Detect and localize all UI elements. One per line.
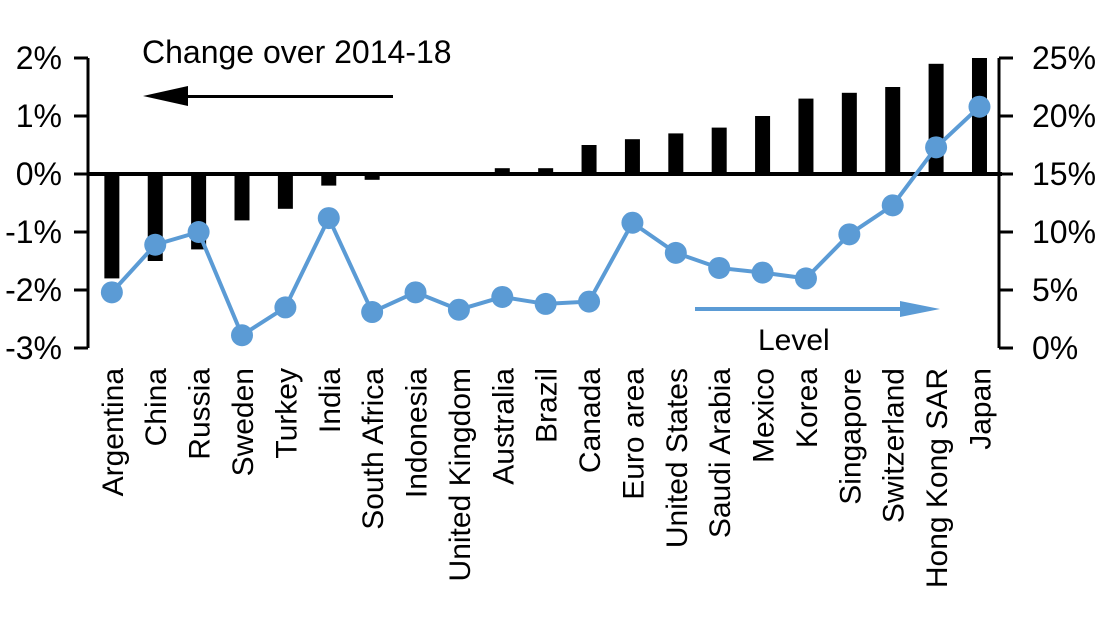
x-axis-label-saudi-arabia: Saudi Arabia <box>704 368 737 538</box>
level-marker-Turkey <box>274 296 297 319</box>
x-axis-label-canada: Canada <box>574 368 607 473</box>
bar-Switzerland <box>885 87 901 174</box>
x-axis-label-india: India <box>314 368 347 433</box>
right-axis-tick-label: 5% <box>1032 272 1078 308</box>
level-marker-China <box>144 233 167 256</box>
x-axis-label-south-africa: South Africa <box>357 368 390 530</box>
bar-Saudi Arabia <box>711 127 727 174</box>
bar-Mexico <box>755 116 771 174</box>
right-arrow-icon <box>900 301 940 317</box>
x-axis-label-argentina: Argentina <box>97 368 130 497</box>
left-axis-tick-label: 1% <box>16 98 62 134</box>
x-axis-label-united-kingdom: United Kingdom <box>444 368 477 581</box>
level-marker-United States <box>664 241 687 264</box>
x-axis-label-sweden: Sweden <box>227 368 260 476</box>
level-marker-Switzerland <box>881 194 904 217</box>
right-arrow-line <box>695 307 902 311</box>
line-series-title: Level <box>758 324 830 357</box>
x-axis-label-russia: Russia <box>184 368 217 460</box>
bar-Korea <box>798 98 814 174</box>
bar-Brazil <box>538 168 554 174</box>
level-marker-South Africa <box>361 301 384 324</box>
left-axis-tick-label: 2% <box>16 40 62 76</box>
x-axis-label-hong-kong-sar: Hong Kong SAR <box>921 368 954 588</box>
level-marker-Japan <box>968 95 991 118</box>
x-axis-label-turkey: Turkey <box>270 368 303 459</box>
level-marker-Brazil <box>534 292 557 315</box>
level-marker-Canada <box>578 290 601 313</box>
level-marker-Indonesia <box>404 281 427 304</box>
bar-Sweden <box>234 174 250 221</box>
bar-Canada <box>581 145 597 174</box>
x-axis-label-korea: Korea <box>791 368 824 448</box>
left-arrow-icon <box>143 86 188 106</box>
left-axis-tick-label: -1% <box>5 214 62 250</box>
bar-Singapore <box>841 92 857 174</box>
level-marker-Sweden <box>231 324 254 347</box>
bar-Argentina <box>104 174 120 279</box>
level-marker-India <box>317 207 340 230</box>
bar-United States <box>668 133 684 174</box>
level-marker-Russia <box>187 221 210 243</box>
bar-Turkey <box>277 174 293 209</box>
level-marker-Australia <box>491 285 514 308</box>
bar-series-title: Change over 2014-18 <box>142 34 452 70</box>
bar-India <box>321 174 337 186</box>
left-axis-tick-label: -2% <box>5 272 62 308</box>
x-axis-label-australia: Australia <box>487 368 520 485</box>
x-axis-label-brazil: Brazil <box>531 368 564 443</box>
level-marker-Saudi Arabia <box>708 256 731 279</box>
level-marker-Hong Kong SAR <box>925 136 948 159</box>
right-axis-tick-label: 10% <box>1032 214 1096 250</box>
x-axis-label-japan: Japan <box>964 368 997 450</box>
x-axis-label-switzerland: Switzerland <box>878 368 911 523</box>
level-marker-Singapore <box>838 223 861 246</box>
right-axis-tick-label: 15% <box>1032 156 1096 192</box>
left-arrow-line <box>184 95 393 98</box>
left-axis-tick-label: -3% <box>5 330 62 366</box>
level-marker-Mexico <box>751 261 774 284</box>
bar-Australia <box>494 168 510 174</box>
x-axis-label-united-states: United States <box>661 368 694 548</box>
x-axis-label-mexico: Mexico <box>748 368 781 463</box>
right-axis-tick-label: 0% <box>1032 330 1078 366</box>
right-axis-tick-label: 25% <box>1032 40 1096 76</box>
level-marker-Argentina <box>100 281 123 304</box>
level-marker-Korea <box>794 267 817 290</box>
x-axis-label-indonesia: Indonesia <box>401 368 434 498</box>
left-axis-tick-label: 0% <box>16 156 62 192</box>
level-marker-United Kingdom <box>447 298 470 321</box>
level-marker-Euro area <box>621 211 644 234</box>
bar-Euro area <box>624 139 640 174</box>
bar-South Africa <box>364 174 380 180</box>
x-axis-label-euro-area: Euro area <box>617 368 650 500</box>
right-axis-tick-label: 20% <box>1032 98 1096 134</box>
x-axis-label-china: China <box>140 368 173 447</box>
x-axis-label-singapore: Singapore <box>834 368 867 505</box>
